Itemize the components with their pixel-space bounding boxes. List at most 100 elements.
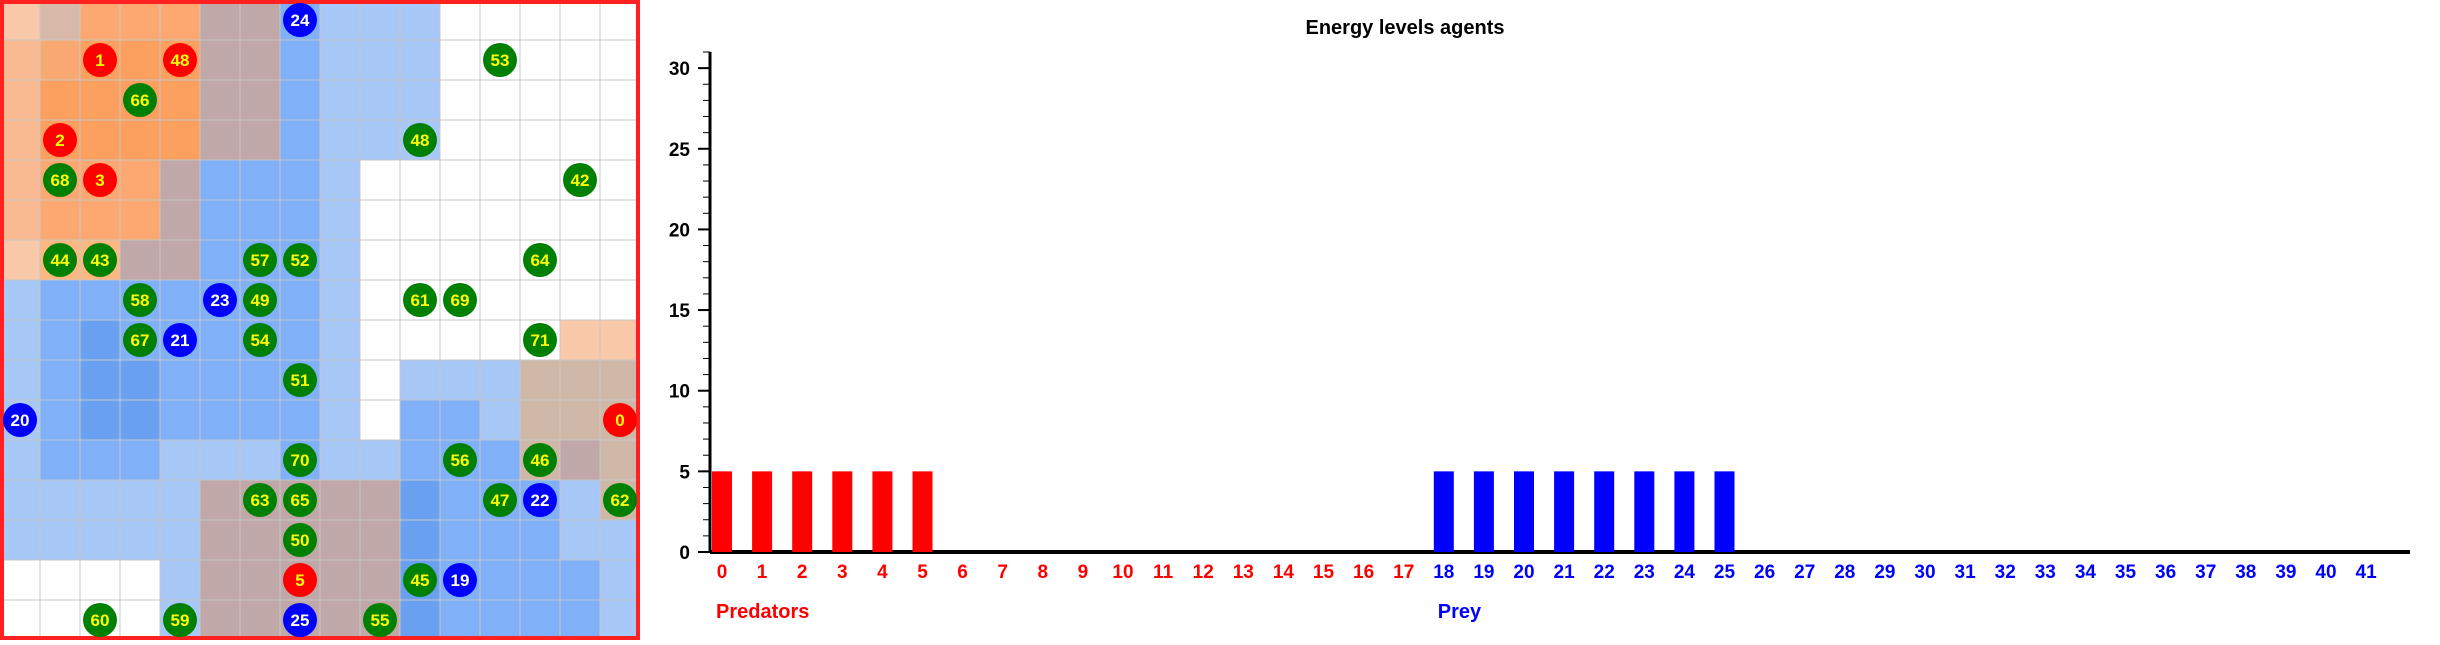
grid-cell <box>319 239 361 281</box>
agent-plant[interactable]: 51 <box>283 363 317 397</box>
grid-cell <box>319 319 361 361</box>
agent-plant[interactable]: 71 <box>523 323 557 357</box>
grid-cell <box>599 439 641 481</box>
agent-plant[interactable]: 56 <box>443 443 477 477</box>
grid-cell <box>279 279 321 321</box>
agent-plant[interactable]: 44 <box>43 243 77 277</box>
agent-plant[interactable]: 62 <box>603 483 637 517</box>
grid-cell <box>519 359 561 401</box>
grid-cell <box>199 319 241 361</box>
grid-cell <box>239 199 281 241</box>
plant-marker <box>523 323 557 357</box>
grid-cell <box>559 599 601 641</box>
agent-plant[interactable]: 70 <box>283 443 317 477</box>
x-tick-label: 4 <box>877 562 888 583</box>
grid-cell <box>399 239 441 281</box>
agent-plant[interactable]: 57 <box>243 243 277 277</box>
agent-plant[interactable]: 58 <box>123 283 157 317</box>
plant-marker <box>243 283 277 317</box>
grid-cell <box>199 39 241 81</box>
agent-predator[interactable]: 0 <box>603 403 637 437</box>
agent-predator[interactable]: 2 <box>43 123 77 157</box>
x-tick-label: 36 <box>2155 562 2176 583</box>
agent-prey[interactable]: 19 <box>443 563 477 597</box>
agent-plant[interactable]: 52 <box>283 243 317 277</box>
grid-cell <box>39 319 81 361</box>
agent-plant[interactable]: 45 <box>403 563 437 597</box>
grid-cell <box>0 279 41 321</box>
x-tick-label: 16 <box>1353 562 1374 583</box>
agent-plant[interactable]: 59 <box>163 603 197 637</box>
agent-plant[interactable]: 68 <box>43 163 77 197</box>
agent-label: 65 <box>291 491 310 510</box>
agent-label: 2 <box>55 131 64 150</box>
y-tick-label: 0 <box>679 543 690 564</box>
agent-plant[interactable]: 54 <box>243 323 277 357</box>
agent-label: 53 <box>491 51 510 70</box>
y-tick-label: 30 <box>669 59 690 80</box>
bar <box>792 471 813 552</box>
agent-label: 50 <box>291 531 310 550</box>
agent-plant[interactable]: 55 <box>363 603 397 637</box>
grid-cell <box>399 479 441 521</box>
agent-plant[interactable]: 43 <box>83 243 117 277</box>
agent-prey[interactable]: 24 <box>283 3 317 37</box>
agent-prey[interactable]: 22 <box>523 483 557 517</box>
agent-label: 20 <box>11 411 30 430</box>
grid-cell <box>199 399 241 441</box>
agent-plant[interactable]: 60 <box>83 603 117 637</box>
agent-label: 63 <box>251 491 270 510</box>
y-tick-label: 5 <box>679 462 690 483</box>
agent-prey[interactable]: 21 <box>163 323 197 357</box>
x-tick-label: 34 <box>2075 562 2097 583</box>
agent-plant[interactable]: 50 <box>283 523 317 557</box>
grid-cell <box>319 119 361 161</box>
grid-cell <box>359 199 401 241</box>
plant-marker <box>43 163 77 197</box>
grid-cell <box>199 0 241 41</box>
grid-cell <box>439 199 481 241</box>
agent-prey[interactable]: 23 <box>203 283 237 317</box>
agent-predator[interactable]: 5 <box>283 563 317 597</box>
grid-cell <box>599 279 641 321</box>
x-tick-label: 20 <box>1513 562 1534 583</box>
agent-plant[interactable]: 61 <box>403 283 437 317</box>
grid-cell <box>519 159 561 201</box>
x-tick-label: 15 <box>1313 562 1335 583</box>
grid-cell <box>439 319 481 361</box>
x-tick-label: 2 <box>797 562 808 583</box>
predator-marker <box>603 403 637 437</box>
x-tick-label: 32 <box>1995 562 2016 583</box>
x-tick-label: 5 <box>917 562 928 583</box>
agent-plant[interactable]: 64 <box>523 243 557 277</box>
plant-marker <box>483 43 517 77</box>
plant-marker <box>83 603 117 637</box>
agent-plant[interactable]: 48 <box>403 123 437 157</box>
agent-plant[interactable]: 67 <box>123 323 157 357</box>
agent-plant[interactable]: 49 <box>243 283 277 317</box>
plant-marker <box>283 363 317 397</box>
prey-marker <box>3 403 37 437</box>
agent-predator[interactable]: 3 <box>83 163 117 197</box>
agent-plant[interactable]: 46 <box>523 443 557 477</box>
agent-label: 0 <box>615 411 624 430</box>
plant-marker <box>123 83 157 117</box>
grid-cell <box>599 559 641 601</box>
grid-cell <box>79 439 121 481</box>
grid-cell <box>159 239 201 281</box>
agent-plant[interactable]: 47 <box>483 483 517 517</box>
agent-prey[interactable]: 25 <box>283 603 317 637</box>
agent-predator[interactable]: 48 <box>163 43 197 77</box>
agent-prey[interactable]: 20 <box>3 403 37 437</box>
grid-cell <box>159 79 201 121</box>
agent-plant[interactable]: 65 <box>283 483 317 517</box>
agent-plant[interactable]: 63 <box>243 483 277 517</box>
agent-plant[interactable]: 66 <box>123 83 157 117</box>
grid-cell <box>479 79 521 121</box>
agent-plant[interactable]: 53 <box>483 43 517 77</box>
plant-marker <box>563 163 597 197</box>
agent-predator[interactable]: 1 <box>83 43 117 77</box>
agent-plant[interactable]: 42 <box>563 163 597 197</box>
y-tick-label: 15 <box>669 301 691 322</box>
agent-plant[interactable]: 69 <box>443 283 477 317</box>
